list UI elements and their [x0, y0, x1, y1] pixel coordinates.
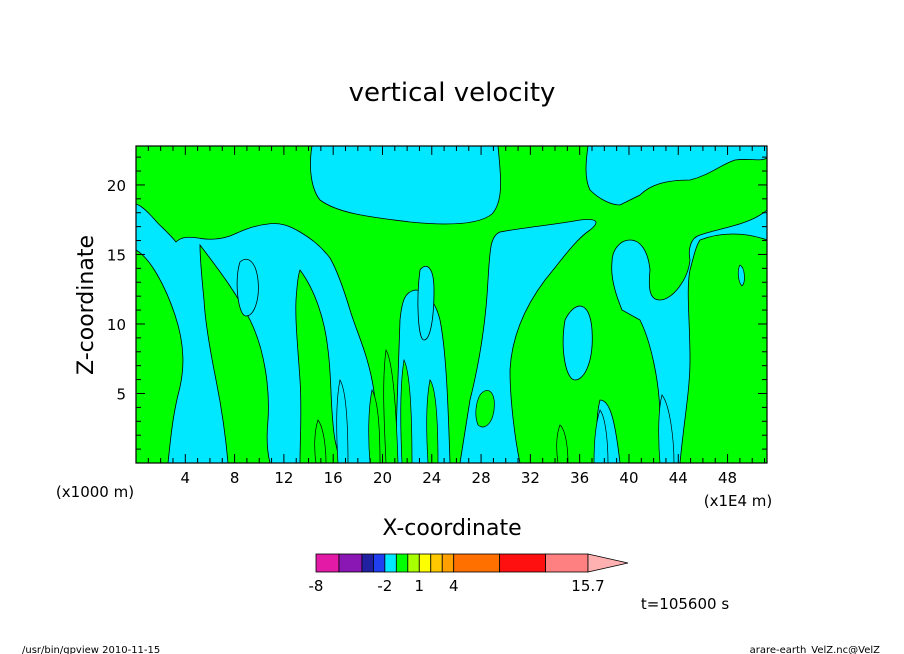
colorbar-segment [545, 553, 589, 573]
x-tick-label: 48 [718, 469, 737, 487]
colorbar-segment [395, 553, 409, 573]
positive-region-upper [136, 146, 767, 463]
x-tick-label: 12 [274, 469, 293, 487]
time-label: t=105600 s [641, 595, 729, 613]
x-tick-label: 32 [521, 469, 540, 487]
y-scale-note: (x1E4 m) [704, 492, 773, 510]
y-tick-label: 10 [107, 316, 126, 334]
positive-region-right [679, 233, 767, 463]
colorbar-segment [338, 553, 363, 573]
x-axis-label: X-coordinate [382, 516, 521, 541]
y-axis: 5 10 15 20 [107, 156, 767, 450]
negative-pocket-1 [562, 305, 593, 381]
x-scale-note: (x1000 m) [56, 483, 134, 501]
positive-streak [426, 379, 439, 463]
negative-pocket-2 [417, 265, 435, 341]
colorbar-segment [499, 553, 546, 573]
colorbar-segment [418, 553, 432, 573]
positive-streak [556, 424, 569, 463]
footer-right: arare-earth_VelZ.nc@VelZ [750, 645, 881, 654]
contour-field [136, 146, 767, 463]
x-tick-label: 40 [619, 469, 638, 487]
x-tick-label: 20 [373, 469, 392, 487]
y-tick-label: 15 [107, 246, 126, 264]
y-axis-label: Z-coordinate [74, 235, 99, 375]
x-tick-label: 4 [181, 469, 191, 487]
negative-streak [737, 264, 745, 287]
colorbar-segment [441, 553, 455, 573]
x-tick-label: 44 [669, 469, 688, 487]
positive-streak [400, 358, 413, 463]
colorbar-label: 4 [449, 577, 459, 595]
colorbar-segment [453, 553, 501, 573]
positive-streak [314, 419, 327, 463]
negative-streak [336, 379, 349, 463]
x-tick-label: 16 [324, 469, 343, 487]
positive-region-left-centre [199, 243, 271, 463]
positive-streak [383, 348, 399, 463]
chart-title: vertical velocity [349, 78, 556, 108]
colorbar-segment [315, 553, 340, 573]
colorbar-segment [430, 553, 443, 573]
colorbar-segment [372, 553, 386, 573]
y-tick-label: 5 [116, 385, 126, 403]
positive-streak [368, 389, 381, 463]
colorbar-label: -2 [377, 577, 392, 595]
colorbar-label: 15.7 [571, 577, 604, 595]
positive-streak [475, 390, 495, 428]
positive-region-left [136, 249, 184, 463]
colorbar-overflow-arrow [587, 553, 629, 573]
colorbar: -8 -2 1 4 15.7 [309, 553, 629, 595]
x-tick-label: 24 [422, 469, 441, 487]
x-tick-label: 8 [230, 469, 240, 487]
negative-pocket-3 [236, 258, 259, 317]
footer-left: /usr/bin/gpview 2010-11-15 [22, 645, 160, 654]
colorbar-segment [384, 553, 397, 573]
colorbar-label: -8 [309, 577, 324, 595]
positive-region-centre [295, 269, 341, 463]
colorbar-segment [361, 553, 374, 573]
negative-streak [658, 394, 675, 463]
x-axis: 4 8 12 16 20 24 28 32 36 40 44 48 [147, 146, 766, 487]
x-tick-label: 36 [570, 469, 589, 487]
plot-frame [135, 145, 768, 464]
colorbar-label: 1 [415, 577, 425, 595]
negative-streak [593, 409, 609, 463]
colorbar-segment [407, 553, 420, 573]
x-tick-label: 28 [472, 469, 491, 487]
y-tick-label: 20 [107, 177, 126, 195]
